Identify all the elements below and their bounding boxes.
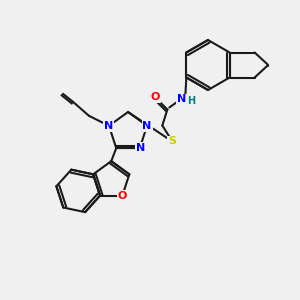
Text: O: O <box>118 190 127 201</box>
Text: O: O <box>151 92 160 103</box>
Text: N: N <box>136 143 146 153</box>
Text: H: H <box>187 97 195 106</box>
Text: N: N <box>142 121 152 131</box>
Text: N: N <box>104 121 114 131</box>
Text: N: N <box>177 94 186 104</box>
Text: S: S <box>168 136 176 146</box>
